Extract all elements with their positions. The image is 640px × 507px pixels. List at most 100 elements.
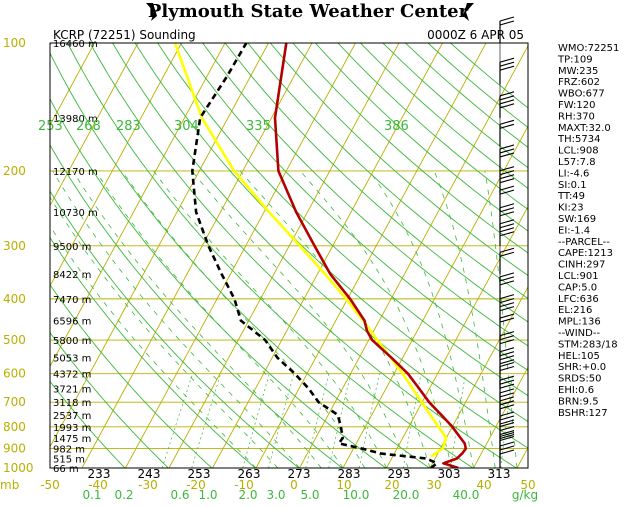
index-line: HEL:105 — [558, 351, 600, 362]
index-line: MPL:136 — [558, 317, 601, 328]
mixing-ratio-label: 1.0 — [198, 488, 217, 502]
index-line: SRDS:50 — [558, 374, 601, 385]
theta-label: 283 — [116, 119, 141, 134]
dry-adiabat — [135, 43, 603, 468]
index-line: EHI:0.6 — [558, 385, 594, 396]
index-line: --PARCEL-- — [558, 237, 610, 248]
pressure-tick-label: 100 — [3, 36, 26, 50]
height-label: 9500 m — [53, 242, 91, 253]
isotherm — [474, 43, 640, 468]
wind-barb — [500, 58, 514, 84]
theta-label: 386 — [384, 119, 409, 134]
height-label: 16460 m — [53, 39, 98, 50]
plot-area — [0, 43, 640, 468]
index-line: LCL:908 — [558, 146, 599, 157]
height-label: 5053 m — [53, 354, 91, 365]
mixing-ratio-label: 5.0 — [300, 488, 319, 502]
height-label: 8422 m — [53, 270, 91, 281]
index-line: LFC:636 — [558, 294, 599, 305]
index-line: L57:7.8 — [558, 157, 596, 168]
height-label: 10730 m — [53, 208, 98, 219]
mixing-ratio-label: 3.0 — [266, 488, 285, 502]
index-line: MAXT:32.0 — [558, 123, 611, 134]
stability-indices: WMO:72251TP:109MW:235FRZ:602WBO:677FW:12… — [557, 43, 619, 419]
height-label: 3118 m — [53, 398, 91, 409]
index-line: CINH:297 — [558, 260, 605, 271]
height-label: 5800 m — [53, 336, 91, 347]
index-line: SHR:+0.0 — [558, 362, 606, 373]
index-line: CAPE:1213 — [558, 248, 613, 259]
mixing-ratio-label: 0.1 — [82, 488, 101, 502]
index-line: TT:49 — [557, 191, 585, 202]
moist-adiabat — [300, 171, 452, 468]
pressure-tick-label: 300 — [3, 239, 26, 253]
wind-barb — [500, 120, 514, 146]
dry-adiabat — [0, 43, 299, 468]
index-line: SW:169 — [558, 214, 596, 225]
pressure-tick-label: 800 — [3, 420, 26, 434]
height-label: 12170 m — [53, 167, 98, 178]
pressure-tick-label: 500 — [3, 333, 26, 347]
celsius-label: 30 — [426, 478, 441, 492]
mixing-ratio-label: 0.2 — [114, 488, 133, 502]
isotherm — [0, 43, 225, 468]
pressure-tick-label: 600 — [3, 367, 26, 381]
celsius-label: -30 — [138, 478, 158, 492]
index-line: TH:5734 — [557, 134, 600, 145]
wind-barb — [500, 442, 514, 468]
index-line: KI:23 — [558, 203, 584, 214]
height-label: 6596 m — [53, 317, 91, 328]
index-line: STM:283/18 — [558, 339, 618, 350]
wind-barb — [500, 248, 514, 274]
mixing-ratio-label: 2.0 — [238, 488, 257, 502]
index-line: WBO:677 — [558, 89, 605, 100]
mixing-ratio-label: 0.6 — [170, 488, 189, 502]
height-label: 3721 m — [53, 384, 91, 395]
plot-border — [50, 43, 528, 468]
index-line: MW:235 — [558, 66, 598, 77]
index-line: SI:0.1 — [558, 180, 587, 191]
index-line: LCL:901 — [558, 271, 599, 282]
moist-adiabat — [192, 171, 408, 468]
isotherm — [300, 43, 530, 468]
moist-adiabat — [434, 171, 495, 468]
height-label: 1475 m — [53, 434, 91, 445]
pressure-tick-label: 700 — [3, 395, 26, 409]
pressure-tick-label: 1000 — [3, 461, 34, 475]
theta-label: 304 — [174, 119, 199, 134]
height-label: 1993 m — [53, 423, 91, 434]
celsius-label: mb — [0, 478, 19, 492]
index-line: BRN:9.5 — [558, 396, 599, 407]
index-line: FW:120 — [558, 100, 596, 111]
mixing-ratio-label: 10.0 — [343, 488, 370, 502]
index-line: RH:370 — [558, 111, 595, 122]
dry-adiabat — [45, 43, 429, 468]
height-label: 4372 m — [53, 370, 91, 381]
index-line: LI:-4.6 — [558, 168, 589, 179]
time-label: 0000Z 6 APR 05 — [427, 28, 524, 42]
wind-barb — [500, 92, 514, 118]
celsius-label: -50 — [40, 478, 60, 492]
mixing-ratio-line — [162, 374, 193, 468]
chart-title: Plymouth State Weather Center — [148, 1, 469, 22]
celsius-label: 0 — [290, 478, 298, 492]
dry-adiabat — [113, 43, 560, 468]
mixing-ratio-label: 20.0 — [393, 488, 420, 502]
index-line: --WIND-- — [558, 328, 600, 339]
index-line: EL:216 — [558, 305, 592, 316]
index-line: CAP:5.0 — [558, 282, 597, 293]
index-line: EI:-1.4 — [558, 225, 590, 236]
height-label: 2537 m — [53, 411, 91, 422]
mixing-ratio-label: g/kg — [512, 488, 538, 502]
moist-adiabat — [240, 171, 430, 468]
index-line: TP:109 — [557, 54, 593, 65]
index-line: WMO:72251 — [558, 43, 619, 54]
height-label: 7470 m — [53, 295, 91, 306]
height-label: 66 m — [53, 464, 79, 475]
index-line: FRZ:602 — [558, 77, 600, 88]
theta-label: 268 — [76, 119, 101, 134]
theta-label: 335 — [246, 119, 271, 134]
dry-adiabat — [0, 43, 212, 468]
